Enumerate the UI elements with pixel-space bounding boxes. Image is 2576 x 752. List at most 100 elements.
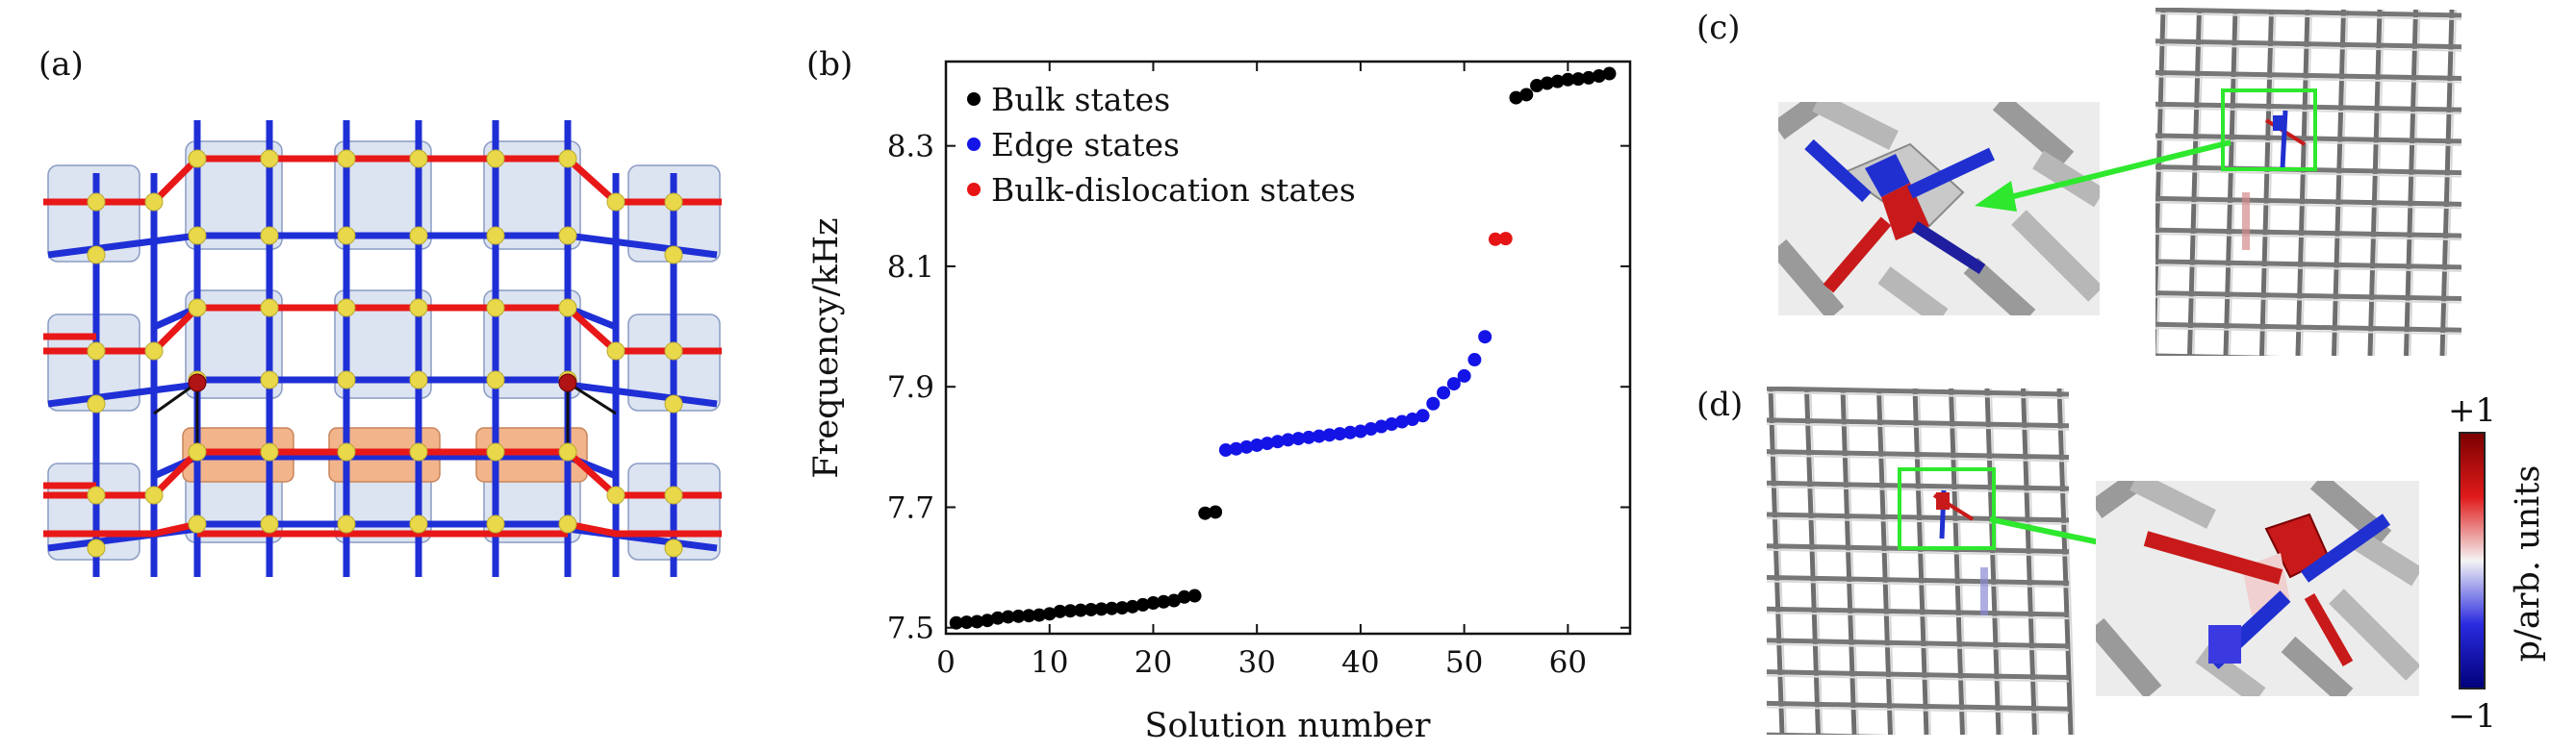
data-point-bulk — [1187, 589, 1202, 603]
data-point-bulk — [1022, 609, 1036, 623]
data-point-bulk — [1105, 601, 1119, 615]
y-tick-label: 7.9 — [887, 370, 934, 405]
red-bonds — [43, 155, 722, 538]
data-point-bulk — [1561, 72, 1575, 87]
grid-bar — [1767, 574, 2070, 586]
lattice-node — [337, 370, 356, 389]
blue-bonds — [47, 120, 718, 577]
lattice-node — [486, 514, 505, 534]
data-point-bulk — [1115, 601, 1130, 615]
lattice-node — [260, 442, 279, 462]
lattice-node — [188, 514, 207, 534]
data-point-bulk — [1042, 607, 1057, 621]
grid-bar — [2155, 227, 2461, 238]
data-point-edge — [1343, 425, 1358, 439]
colorbar: +1 −1 p/arb. units — [2448, 391, 2547, 736]
data-point-edge — [1395, 414, 1409, 429]
grid-bar-highlight — [2155, 233, 2461, 241]
lattice-node — [486, 149, 505, 168]
blue-bond — [47, 381, 198, 408]
red-bond — [43, 155, 722, 206]
render-bar — [2096, 481, 2155, 518]
lattice-node — [409, 226, 428, 245]
red-bond — [43, 520, 198, 538]
y-axis-label: Frequency/kHz — [807, 217, 846, 478]
data-point-bulk — [1581, 70, 1595, 85]
data-point-bulk-dislocation — [1488, 232, 1502, 246]
grid-bar — [2155, 38, 2461, 50]
data-point-bulk — [1094, 602, 1109, 616]
grid-bar-highlight — [1767, 612, 2070, 620]
panel-label-b: (b) — [806, 45, 853, 84]
data-point-bulk — [1571, 72, 1586, 87]
legend: Bulk states Edge states Bulk-dislocation… — [967, 81, 1356, 209]
grid-bar-highlight — [1767, 391, 2070, 399]
lattice-node — [664, 192, 683, 212]
data-point-edge — [1478, 330, 1492, 344]
data-point-edge — [1270, 435, 1285, 449]
grid-bar — [1767, 387, 2070, 397]
data-point-bulk — [1167, 593, 1181, 608]
data-point-bulk — [1125, 599, 1139, 614]
y-tick-label: 7.5 — [887, 612, 934, 646]
dislocation-node — [188, 373, 207, 392]
unit-cell — [185, 140, 283, 250]
lattice-node — [558, 442, 577, 462]
lattice-node — [486, 298, 505, 317]
lattice-node — [260, 370, 279, 389]
lattice-node — [260, 514, 279, 534]
lattice-node — [144, 341, 164, 361]
legend-label-bulk-dislocation: Bulk-dislocation states — [991, 171, 1356, 209]
lattice-node — [558, 514, 577, 534]
legend-marker-bulk-dislocation — [967, 183, 981, 196]
grid-bar-highlight — [2155, 169, 2461, 178]
grid-bar-highlight — [2155, 43, 2461, 52]
colorbar-max-label: +1 — [2448, 391, 2496, 430]
grid-bar-highlight — [2155, 201, 2461, 210]
lattice-node — [260, 226, 279, 245]
data-point-edge — [1364, 422, 1378, 437]
legend-label-edge: Edge states — [991, 126, 1180, 163]
axis-ticks: 0 10 20 30 40 50 60 7.5 7.7 7.9 8.1 8.3 — [887, 62, 1630, 680]
lattice-node — [486, 226, 505, 245]
lattice-node — [486, 370, 505, 389]
grid-bar — [2155, 259, 2461, 270]
grid-bar — [1768, 388, 1785, 735]
data-point-bulk — [1592, 69, 1606, 84]
data-point-edge — [1405, 413, 1419, 427]
grid-render-d — [1767, 387, 2075, 735]
grid-bar — [2295, 9, 2310, 356]
data-point-bulk — [959, 615, 974, 630]
lattice-node — [87, 539, 106, 558]
grid-bar-highlight — [1767, 486, 2070, 494]
data-point-bulk — [1001, 610, 1015, 624]
data-point-edge — [1218, 442, 1233, 457]
legend-label-bulk: Bulk states — [991, 81, 1170, 118]
lattice-node — [558, 149, 577, 168]
x-tick-label: 40 — [1341, 645, 1379, 680]
data-point-bulk — [990, 611, 1005, 625]
blue-bond — [567, 232, 718, 259]
grid-bar — [1767, 700, 2070, 712]
y-tick-label: 8.3 — [887, 130, 934, 164]
grid-bar — [2155, 321, 2461, 333]
data-point-bulk — [1135, 597, 1150, 612]
data-point-bulk-dislocation — [1498, 232, 1513, 246]
grid-bar-highlight — [2155, 295, 2461, 304]
grid-bar — [1876, 388, 1893, 735]
colorbar-title: p/arb. units — [2509, 465, 2547, 663]
data-point-bulk — [981, 614, 995, 628]
grid-bar — [1767, 669, 2070, 681]
grid-bar — [2155, 195, 2461, 207]
grid-bar-highlight — [1767, 548, 2070, 557]
render-bar — [2130, 481, 2216, 529]
data-point-edge — [1291, 432, 1306, 446]
data-point-bulk — [1519, 88, 1534, 102]
panel-label-c: (c) — [1696, 9, 1741, 47]
grid-bar-highlight — [2062, 388, 2075, 735]
data-point-bulk — [1198, 506, 1212, 520]
unit-cell — [185, 289, 283, 399]
lattice-node — [409, 149, 428, 168]
data-point-bulk — [1209, 505, 1223, 519]
grid-bar — [2155, 290, 2461, 302]
